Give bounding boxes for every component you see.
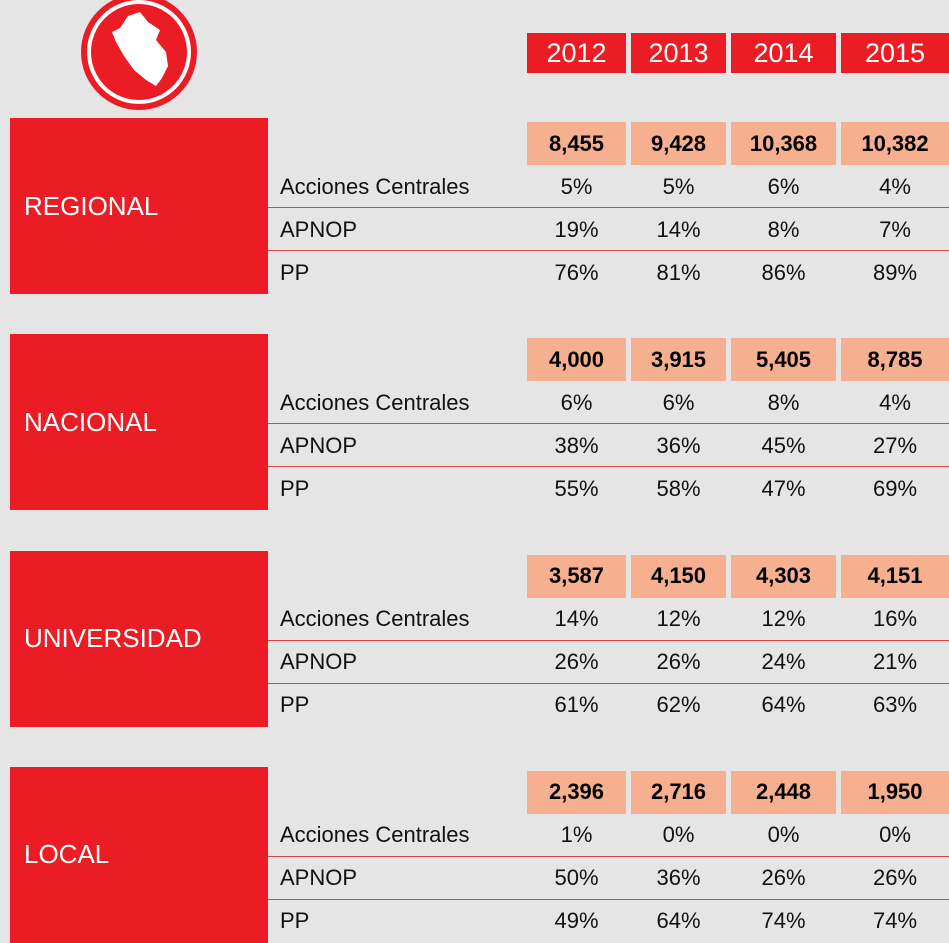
value-cell: 4% xyxy=(879,389,911,415)
value-cell: 50% xyxy=(554,865,599,891)
row-label: Acciones Centrales xyxy=(280,606,470,632)
value-cell: 5% xyxy=(560,173,593,199)
total-cell: 9,428 xyxy=(631,122,726,165)
value-cell: 16% xyxy=(872,606,918,632)
total-cell: 3,587 xyxy=(527,554,626,598)
value-cell: 26% xyxy=(872,865,918,891)
row-divider xyxy=(268,207,949,208)
value-cell: 8% xyxy=(767,389,800,415)
total-cell: 8,455 xyxy=(527,122,626,165)
row-label: PP xyxy=(280,908,310,934)
row-label: PP xyxy=(280,259,310,285)
total-cell: 10,368 xyxy=(731,122,836,165)
value-cell: 27% xyxy=(872,432,918,458)
row-divider xyxy=(268,423,949,425)
value-cell: 45% xyxy=(761,432,806,458)
value-cell: 0% xyxy=(767,822,800,848)
total-cell: 8,785 xyxy=(841,338,949,382)
year-header: 2014 xyxy=(731,33,836,73)
total-cell: 4,150 xyxy=(631,554,726,598)
value-cell: 5% xyxy=(662,173,695,199)
year-header: 2012 xyxy=(527,33,626,73)
value-cell: 64% xyxy=(656,908,701,934)
row-label: PP xyxy=(280,692,310,718)
value-cell: 55% xyxy=(554,475,599,501)
row-label: Acciones Centrales xyxy=(280,389,470,415)
row-divider xyxy=(268,639,949,641)
total-cell: 4,151 xyxy=(841,554,949,598)
row-divider xyxy=(268,250,949,251)
value-cell: 12% xyxy=(656,606,701,632)
section-name: LOCAL xyxy=(10,766,268,943)
value-cell: 6% xyxy=(662,389,695,415)
value-cell: 74% xyxy=(872,908,918,934)
value-cell: 69% xyxy=(872,475,918,501)
value-cell: 36% xyxy=(656,432,701,458)
value-cell: 24% xyxy=(761,649,806,675)
value-cell: 49% xyxy=(554,908,599,934)
row-divider xyxy=(268,682,949,684)
year-header: 2013 xyxy=(631,33,726,73)
year-header: 2015 xyxy=(841,33,949,73)
total-cell: 4,303 xyxy=(731,554,836,598)
row-label: APNOP xyxy=(280,216,358,242)
total-cell: 4,000 xyxy=(527,338,626,382)
value-cell: 62% xyxy=(656,692,701,718)
value-cell: 61% xyxy=(554,692,599,718)
row-label: Acciones Centrales xyxy=(280,173,470,199)
total-cell: 1,950 xyxy=(841,770,949,814)
total-cell: 2,396 xyxy=(527,770,626,814)
value-cell: 1% xyxy=(560,822,593,848)
value-cell: 63% xyxy=(872,692,918,718)
value-cell: 14% xyxy=(554,606,599,632)
value-cell: 26% xyxy=(761,865,806,891)
value-cell: 64% xyxy=(761,692,806,718)
value-cell: 0% xyxy=(879,822,911,848)
row-divider xyxy=(268,466,949,468)
row-divider xyxy=(268,855,949,857)
section-name: UNIVERSIDAD xyxy=(10,550,268,727)
total-cell: 10,382 xyxy=(841,122,949,165)
total-cell: 2,716 xyxy=(631,770,726,814)
value-cell: 47% xyxy=(761,475,806,501)
value-cell: 6% xyxy=(767,173,800,199)
section-name: REGIONAL xyxy=(10,118,268,294)
value-cell: 14% xyxy=(656,216,701,242)
value-cell: 12% xyxy=(761,606,806,632)
value-cell: 89% xyxy=(872,259,918,285)
value-cell: 26% xyxy=(554,649,599,675)
value-cell: 7% xyxy=(879,216,911,242)
value-cell: 4% xyxy=(879,173,911,199)
value-cell: 0% xyxy=(662,822,695,848)
row-label: PP xyxy=(280,475,310,501)
total-cell: 3,915 xyxy=(631,338,726,382)
value-cell: 6% xyxy=(560,389,593,415)
value-cell: 21% xyxy=(872,649,918,675)
row-label: APNOP xyxy=(280,649,358,675)
row-label: APNOP xyxy=(280,432,358,458)
value-cell: 74% xyxy=(761,908,806,934)
row-label: Acciones Centrales xyxy=(280,822,470,848)
value-cell: 38% xyxy=(554,432,599,458)
total-cell: 2,448 xyxy=(731,770,836,814)
value-cell: 19% xyxy=(554,216,599,242)
value-cell: 8% xyxy=(767,216,800,242)
peru-logo xyxy=(81,0,197,110)
value-cell: 81% xyxy=(656,259,701,285)
section-name: NACIONAL xyxy=(10,334,268,511)
value-cell: 36% xyxy=(656,865,701,891)
row-label: APNOP xyxy=(280,865,358,891)
value-cell: 76% xyxy=(554,259,599,285)
value-cell: 58% xyxy=(656,475,701,501)
total-cell: 5,405 xyxy=(731,338,836,382)
row-divider xyxy=(268,898,949,900)
value-cell: 26% xyxy=(656,649,701,675)
value-cell: 86% xyxy=(761,259,806,285)
